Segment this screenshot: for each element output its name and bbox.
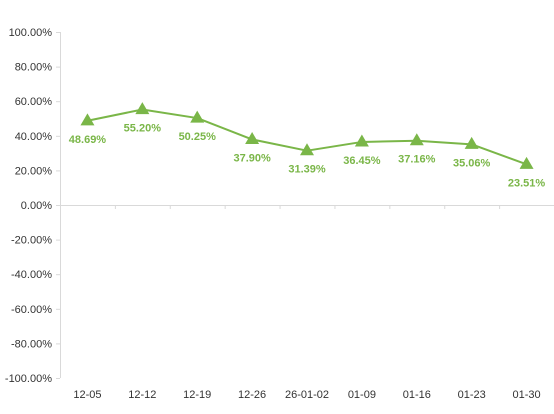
- y-tick-label: 0.00%: [21, 200, 52, 212]
- y-tick-label: -60.00%: [11, 304, 52, 316]
- data-label: 48.69%: [69, 134, 107, 146]
- axes: [60, 32, 554, 378]
- y-axis-ticks: 100.00% 80.00% 60.00% 40.00% 20.00% 0.00% -20.…: [5, 27, 60, 385]
- data-label: 55.20%: [124, 123, 162, 135]
- y-tick-label: -100.00%: [5, 373, 52, 385]
- data-label: 31.39%: [288, 164, 326, 176]
- data-label: 37.16%: [398, 154, 436, 166]
- series-line: [87, 108, 527, 166]
- y-tick-label: -80.00%: [11, 338, 52, 350]
- data-point-marker: [190, 110, 205, 123]
- y-tick-label: -20.00%: [11, 235, 52, 247]
- data-label: 50.25%: [179, 131, 217, 143]
- x-tick-label: 12-05: [73, 389, 101, 401]
- x-tick-label: 12-19: [183, 389, 211, 401]
- x-tick-label: 26-01-02: [285, 389, 329, 401]
- x-tick-label: 12-26: [238, 389, 266, 401]
- data-point-marker: [354, 134, 369, 147]
- data-point-marker: [245, 131, 260, 144]
- data-label: 23.51%: [508, 177, 546, 189]
- y-tick-label: 100.00%: [9, 27, 53, 39]
- data-point-marker: [80, 113, 95, 126]
- x-tick-label: 01-16: [403, 389, 431, 401]
- data-labels: 48.69% 55.20% 50.25% 37.90% 31.39% 36.45% 37.1…: [69, 123, 546, 190]
- x-tick-label: 01-09: [348, 389, 376, 401]
- data-point-marker: [300, 143, 314, 156]
- y-tick-label: 40.00%: [15, 131, 53, 143]
- data-point-marker: [409, 133, 424, 146]
- data-label: 35.06%: [453, 157, 491, 169]
- data-point-marker: [464, 136, 479, 149]
- data-point-marker: [519, 156, 534, 169]
- data-label: 37.90%: [233, 152, 271, 164]
- x-tick-label: 12-12: [128, 389, 156, 401]
- y-tick-label: -40.00%: [11, 269, 52, 281]
- x-tick-label: 01-30: [512, 389, 540, 401]
- x-axis-ticks: 12-05 12-12 12-19 12-26 26-01-02 01-09 01-16 01…: [73, 205, 541, 401]
- series-group: [80, 102, 534, 169]
- x-tick-label: 01-23: [458, 389, 486, 401]
- data-label: 36.45%: [343, 155, 381, 167]
- data-point-marker: [135, 102, 150, 115]
- y-tick-label: 60.00%: [15, 96, 53, 108]
- y-tick-label: 80.00%: [15, 62, 53, 74]
- y-tick-label: 20.00%: [15, 165, 53, 177]
